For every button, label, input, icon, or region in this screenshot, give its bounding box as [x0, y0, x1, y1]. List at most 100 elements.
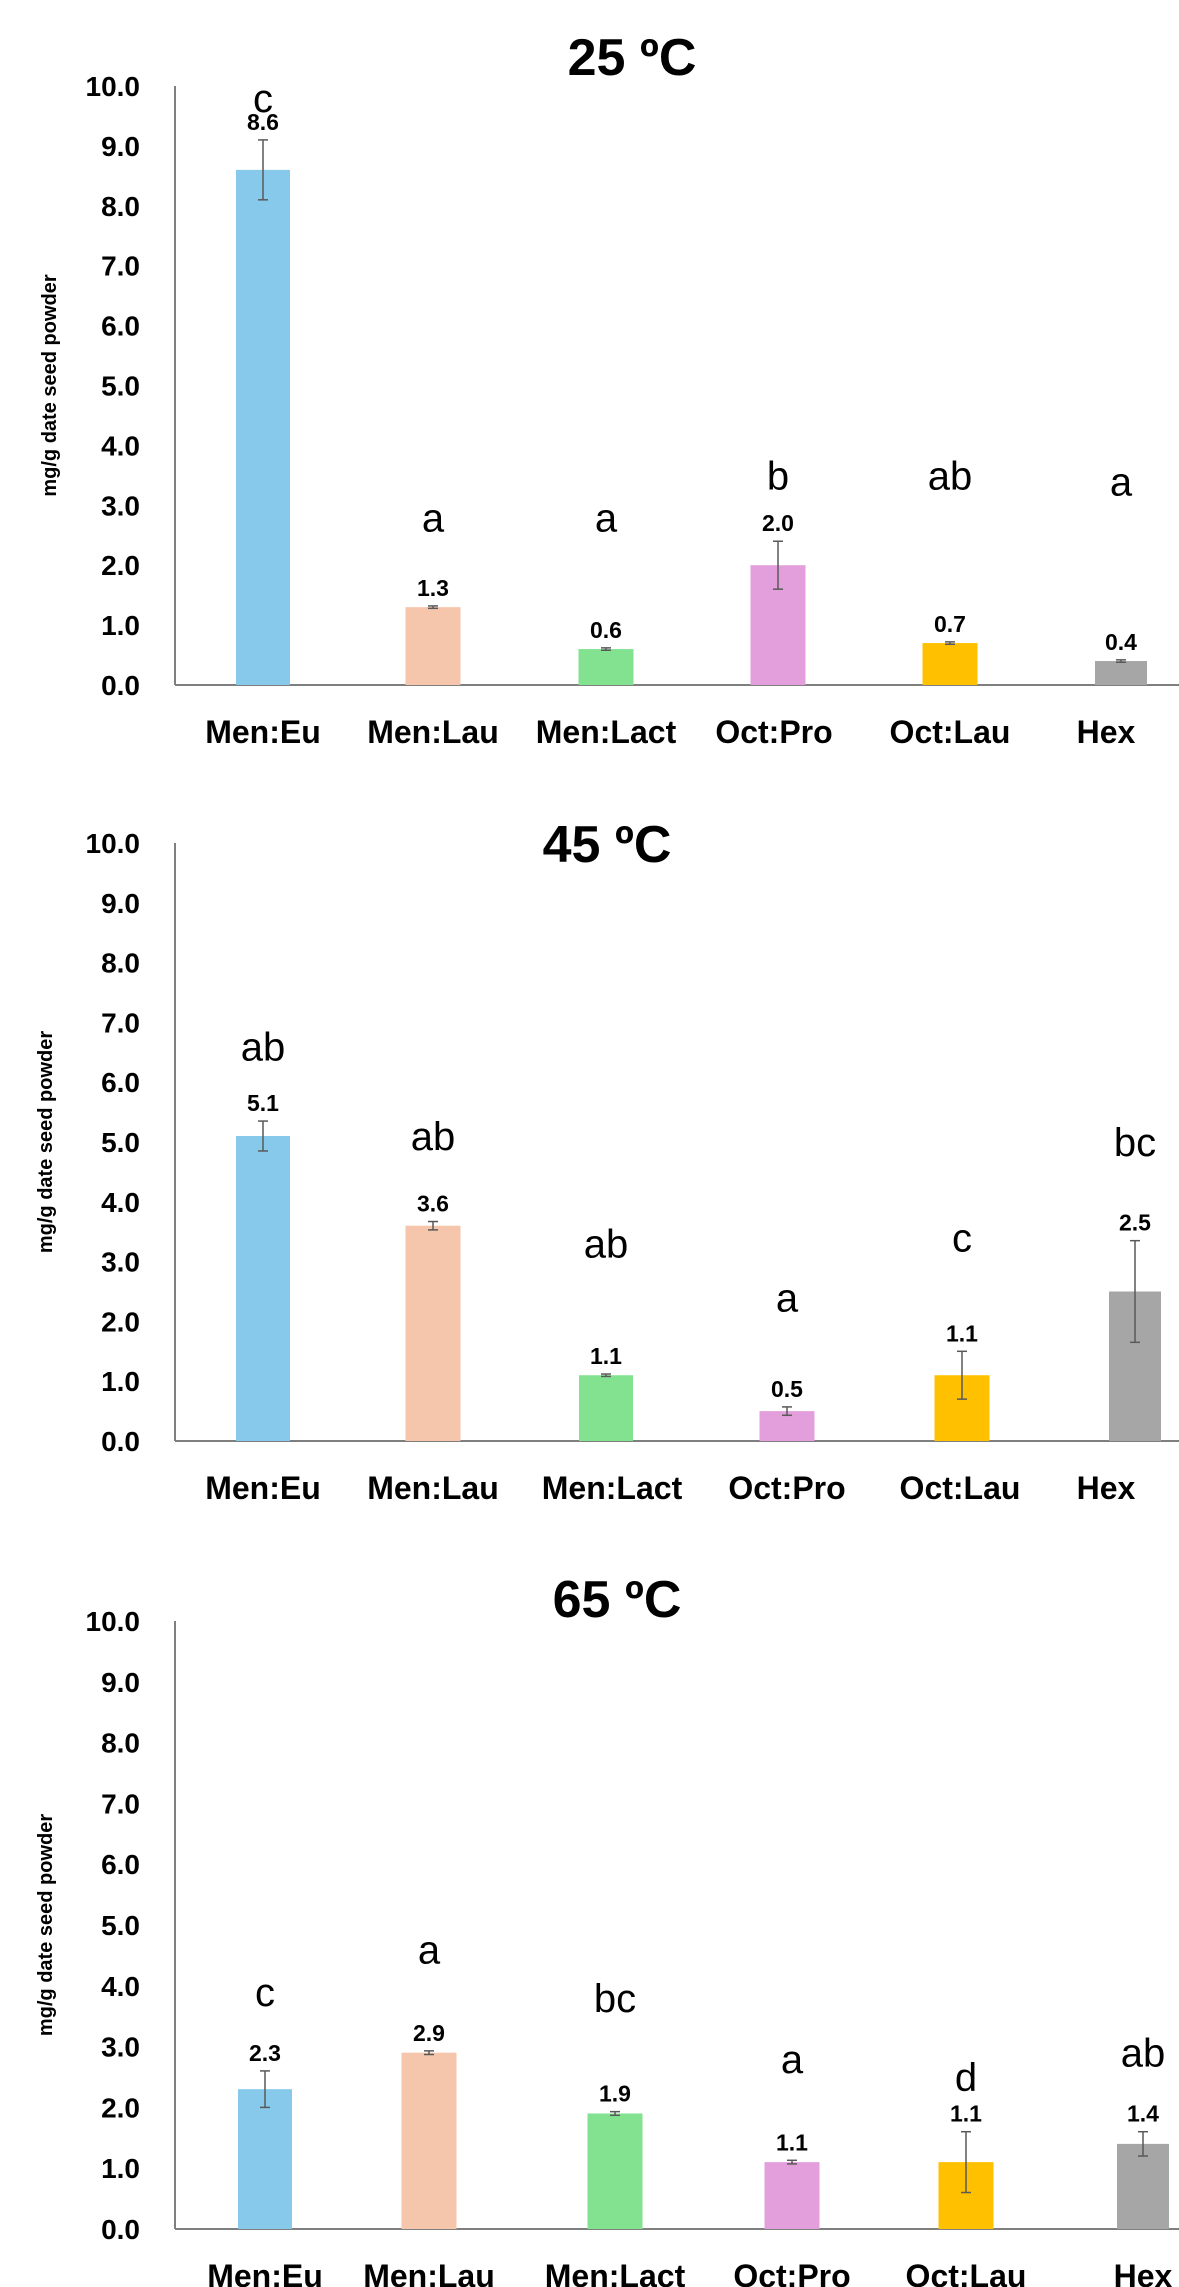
data-label: 1.1	[950, 2101, 982, 2127]
x-tick-label: Men:Lact	[542, 1470, 683, 1506]
significance-letter: ab	[1121, 2032, 1166, 2076]
significance-letter: a	[1110, 460, 1133, 504]
bar-men-lau	[405, 607, 461, 685]
significance-letter: c	[253, 77, 273, 121]
data-label: 2.0	[762, 510, 794, 536]
y-tick-label: 1.0	[101, 610, 140, 641]
y-axis-label: mg/g date seed powder	[35, 1031, 57, 1253]
data-label: 1.1	[590, 1343, 622, 1369]
y-tick-label: 0.0	[101, 670, 140, 701]
bar-men-lact	[587, 2113, 643, 2229]
bar-hex	[1095, 661, 1147, 685]
x-tick-label: Hex	[1077, 714, 1136, 750]
data-label: 0.4	[1105, 629, 1137, 655]
data-label: 1.1	[946, 1320, 978, 1346]
significance-letter: a	[595, 496, 618, 540]
y-tick-label: 5.0	[101, 371, 140, 402]
chart-title: 65 ºC	[553, 1571, 682, 1629]
significance-letter: ab	[241, 1025, 286, 1069]
bar-men-eu	[238, 2089, 292, 2229]
y-tick-label: 4.0	[101, 1971, 140, 2002]
x-tick-label: Men:Eu	[205, 714, 321, 750]
y-tick-label: 0.0	[101, 1426, 140, 1457]
x-tick-label: Hex	[1114, 2258, 1173, 2287]
data-label: 5.1	[247, 1090, 279, 1116]
significance-letter: ab	[411, 1115, 456, 1159]
x-tick-label: Oct:Lau	[906, 2258, 1027, 2287]
x-tick-label: Men:Lau	[367, 1470, 499, 1506]
data-label: 8.6	[247, 109, 279, 135]
data-label: 1.1	[776, 2129, 808, 2155]
data-label: 2.9	[413, 2020, 445, 2046]
y-tick-label: 9.0	[101, 1667, 140, 1698]
y-tick-label: 4.0	[101, 1187, 140, 1218]
x-tick-label: Oct:Lau	[900, 1470, 1021, 1506]
x-tick-label: Men:Lau	[363, 2258, 495, 2287]
y-tick-label: 5.0	[101, 1127, 140, 1158]
y-axis-label: mg/g date seed powder	[39, 274, 61, 496]
y-tick-label: 10.0	[86, 828, 141, 859]
y-axis-label: mg/g date seed powder	[35, 1814, 57, 2036]
bar-men-lau	[401, 2052, 457, 2229]
y-tick-label: 8.0	[101, 191, 140, 222]
data-label: 1.9	[599, 2081, 631, 2107]
y-tick-label: 1.0	[101, 1366, 140, 1397]
significance-letter: bc	[594, 1977, 636, 2021]
data-label: 1.3	[417, 575, 449, 601]
significance-letter: ab	[584, 1223, 629, 1267]
data-label: 0.5	[771, 1376, 803, 1402]
y-tick-label: 7.0	[101, 251, 140, 282]
chart-title: 45 ºC	[543, 816, 672, 874]
y-tick-label: 2.0	[101, 1306, 140, 1337]
significance-letter: a	[418, 1928, 441, 1972]
bar-hex	[1117, 2143, 1169, 2229]
y-tick-label: 6.0	[101, 311, 140, 342]
y-tick-label: 0.0	[101, 2214, 140, 2245]
y-tick-label: 7.0	[101, 1007, 140, 1038]
significance-letter: c	[255, 1971, 275, 2015]
significance-letter: bc	[1114, 1121, 1156, 1165]
data-label: 2.5	[1119, 1210, 1151, 1236]
chart-title: 25 ºC	[568, 29, 697, 87]
x-tick-label: Oct:Pro	[715, 714, 832, 750]
y-tick-label: 1.0	[101, 2153, 140, 2184]
x-tick-label: Men:Eu	[207, 2258, 323, 2287]
significance-letter: b	[767, 454, 789, 498]
y-tick-label: 4.0	[101, 430, 140, 461]
x-tick-label: Men:Lau	[367, 714, 499, 750]
bar-men-eu	[236, 169, 290, 686]
chart-panel-2: 45 ºC mg/g date seed powder 0.0 1.0 2.0 3.0 4.…	[35, 816, 1179, 1506]
data-label: 3.6	[417, 1191, 449, 1217]
x-tick-label: Men:Eu	[205, 1470, 321, 1506]
significance-letter: a	[776, 1276, 799, 1320]
y-tick-label: 6.0	[101, 1849, 140, 1880]
y-tick-label: 6.0	[101, 1067, 140, 1098]
significance-letter: a	[422, 496, 445, 540]
x-tick-label: Men:Lact	[536, 714, 677, 750]
x-tick-label: Men:Lact	[545, 2258, 686, 2287]
y-tick-label: 2.0	[101, 550, 140, 581]
bar-oct-lau	[922, 643, 978, 685]
chart-panel-3: 65 ºC mg/g date seed powder 0.0 1.0 2.0 3.0 4.…	[35, 1571, 1179, 2287]
bar-men-lact	[578, 649, 634, 685]
y-tick-label: 7.0	[101, 1788, 140, 1819]
bar-oct-pro	[764, 2162, 820, 2229]
bar-oct-pro	[759, 1411, 815, 1441]
significance-letter: c	[952, 1217, 972, 1261]
significance-letter: ab	[928, 454, 973, 498]
y-tick-label: 3.0	[101, 490, 140, 521]
y-tick-label: 3.0	[101, 1247, 140, 1278]
y-tick-label: 10.0	[86, 1606, 141, 1637]
bar-men-lau	[405, 1225, 461, 1441]
significance-letter: d	[955, 2056, 977, 2100]
y-tick-label: 5.0	[101, 1910, 140, 1941]
chart-panel-1: 25 ºC mg/g date seed powder 0.0 1.0 2.0 3.0 4.…	[39, 29, 1179, 750]
y-tick-label: 9.0	[101, 888, 140, 919]
y-tick-label: 10.0	[86, 71, 141, 102]
x-tick-label: Oct:Pro	[733, 2258, 850, 2287]
significance-letter: a	[781, 2038, 804, 2082]
x-tick-label: Hex	[1077, 1470, 1136, 1506]
y-tick-label: 8.0	[101, 948, 140, 979]
bar-men-eu	[236, 1136, 290, 1441]
